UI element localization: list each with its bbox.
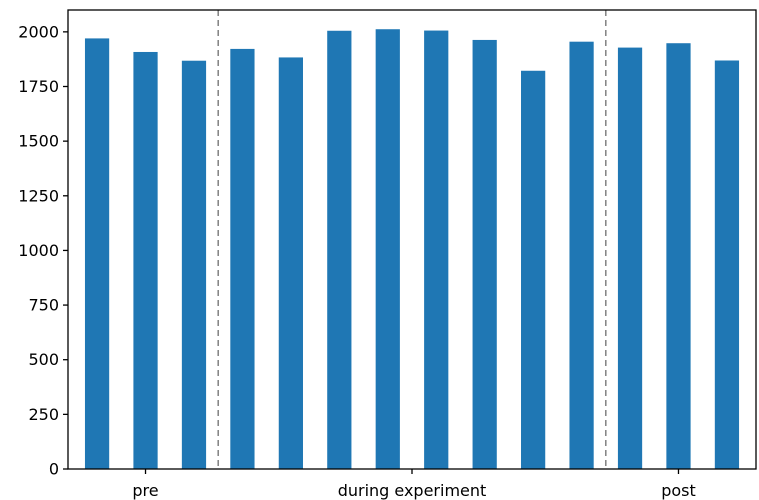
bar-12: [617, 47, 643, 470]
y-axis-ticks: 0 250 500 750 1000 1250 1500 1750 2000: [18, 22, 68, 479]
bar-11: [569, 41, 594, 469]
bar-7: [375, 29, 400, 469]
bar-4: [230, 48, 255, 469]
x-group-label-2: during experiment: [338, 481, 487, 500]
x-axis-group-labels: pre during experiment post: [132, 469, 696, 500]
plot-frame: [67, 9, 757, 470]
bar-9: [472, 39, 497, 469]
y-tick-label-0: 0: [49, 460, 59, 479]
bar-1: [84, 38, 110, 469]
y-tick-label-750: 750: [28, 296, 59, 315]
bar-14: [714, 60, 740, 470]
x-group-label-3: post: [661, 481, 696, 500]
bar-5: [278, 57, 303, 470]
bar-10: [521, 70, 546, 469]
y-tick-label-2000: 2000: [18, 22, 59, 41]
axes: [67, 9, 757, 470]
bar-8: [424, 30, 449, 470]
bars-layer: [84, 29, 740, 470]
bar-13: [666, 43, 691, 469]
bar-6: [327, 30, 352, 469]
y-tick-label-1250: 1250: [18, 186, 59, 205]
y-tick-label-500: 500: [28, 350, 59, 369]
bar-2: [133, 51, 158, 469]
y-tick-label-1000: 1000: [18, 241, 59, 260]
y-tick-label-1750: 1750: [18, 77, 59, 96]
y-tick-label-250: 250: [28, 405, 59, 424]
y-tick-label-1500: 1500: [18, 132, 59, 151]
x-group-label-1: pre: [132, 481, 158, 500]
group-dividers: [217, 10, 607, 469]
bar-3: [181, 60, 207, 470]
